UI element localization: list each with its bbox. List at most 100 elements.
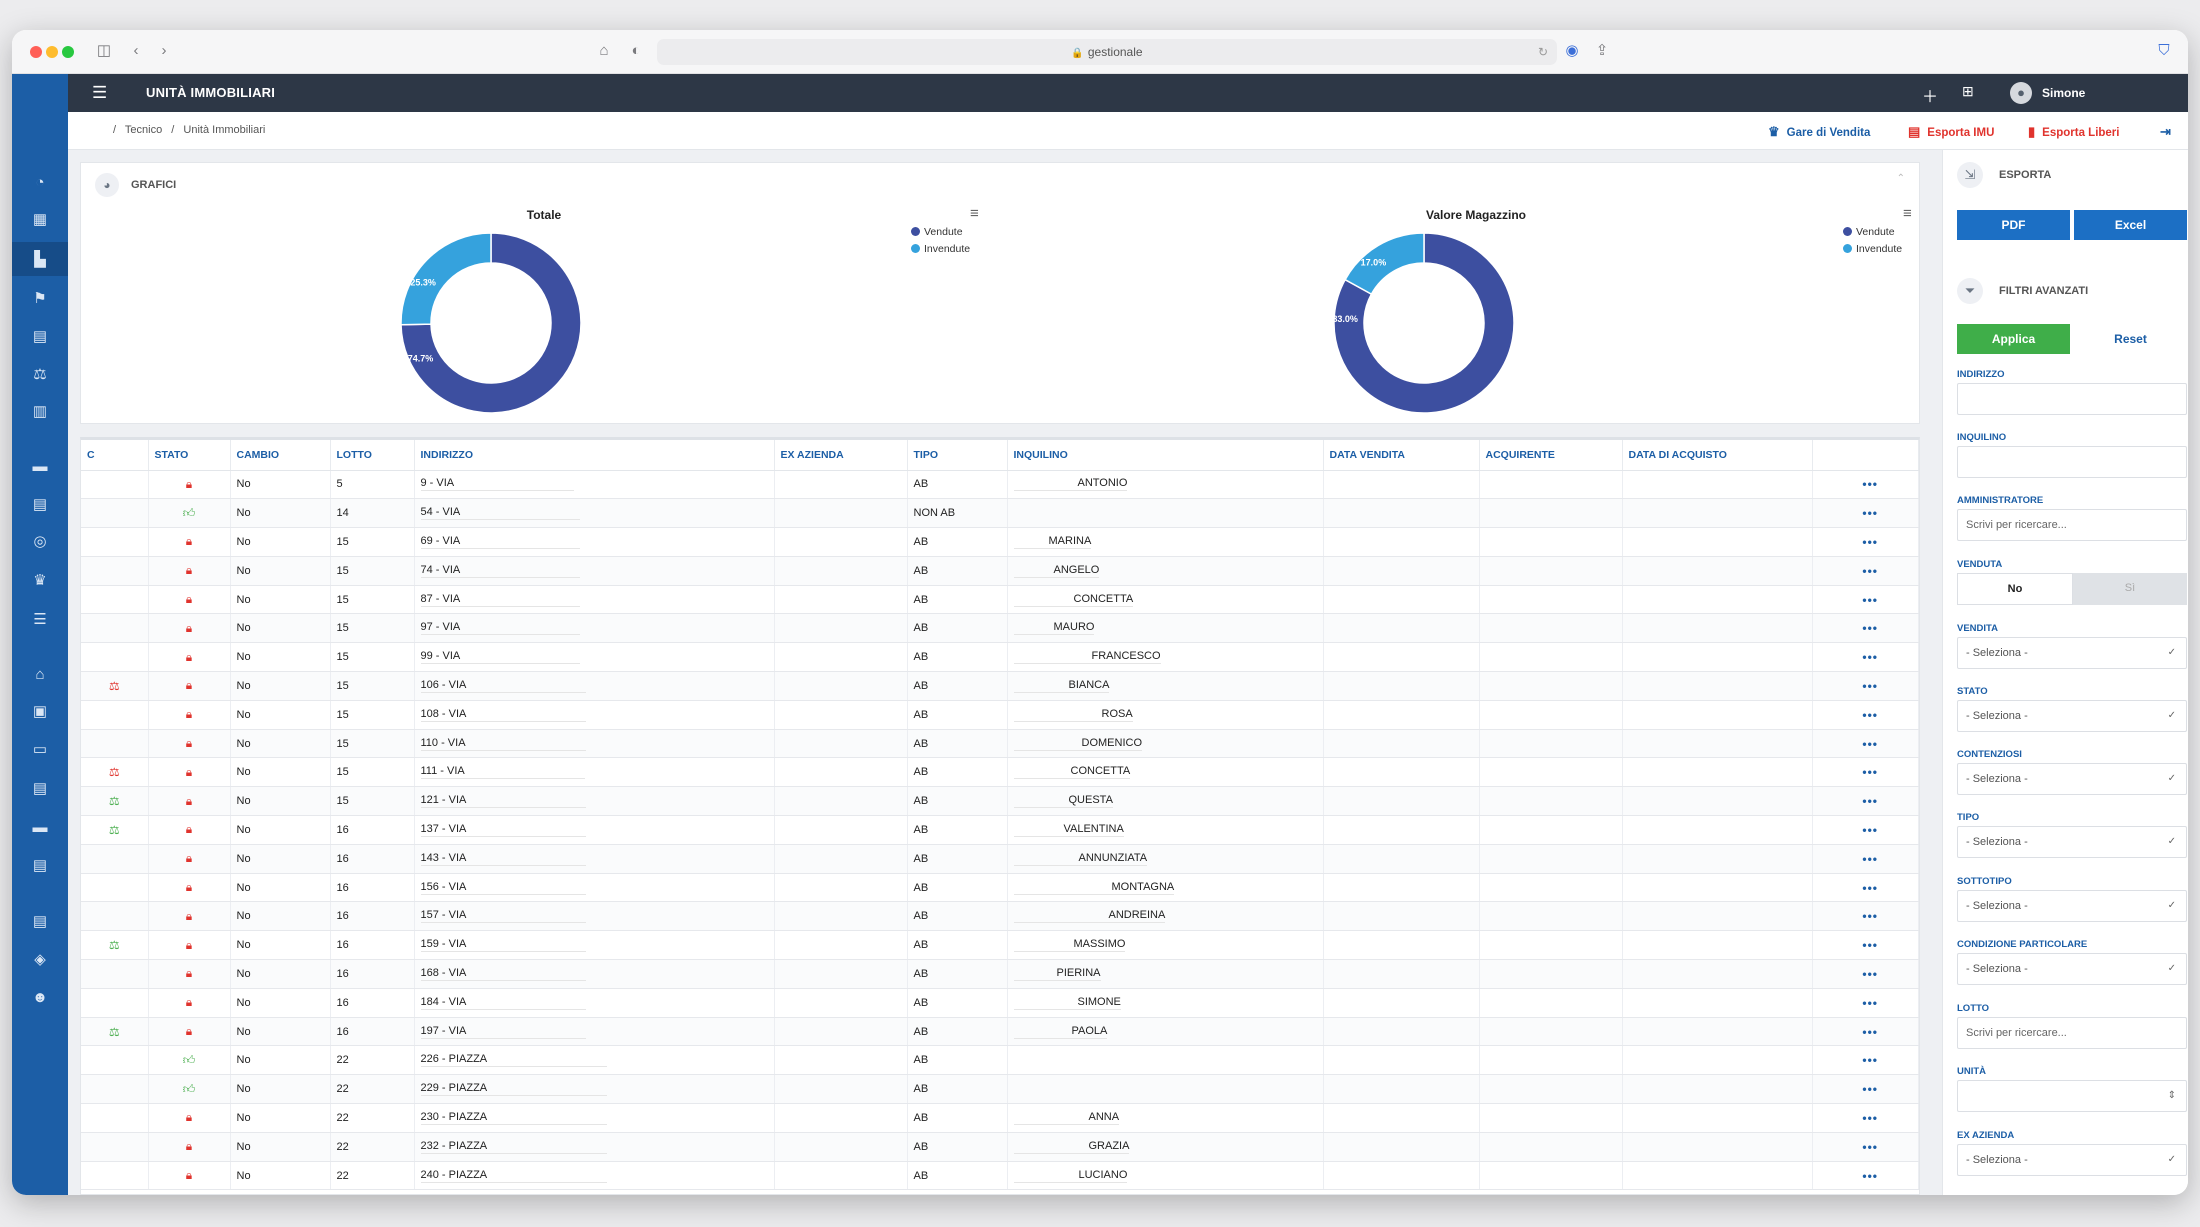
pie-slice-invendute[interactable] [1344,232,1425,296]
table-row[interactable]: ⚖ 🔒︎ No 16 137 - VIA AB VALENTINA ••• [81,815,1919,845]
more-icon[interactable]: ••• [1862,1168,1878,1183]
more-icon[interactable]: ••• [1862,736,1878,751]
more-icon[interactable]: ••• [1862,995,1878,1010]
table-row[interactable]: 🔒︎ No 16 157 - VIA AB ANDREINA ••• [81,901,1919,932]
column-header[interactable] [1812,440,1919,471]
column-header[interactable]: C [81,440,149,471]
row-actions[interactable]: ••• [1812,1017,1919,1047]
trophy-icon[interactable]: ♛ [33,572,47,589]
row-actions[interactable]: ••• [1812,901,1919,932]
report-icon[interactable]: ▤ [32,780,48,797]
chart-menu-icon[interactable]: ≡ [1903,205,1912,222]
breadcrumb-tecnico[interactable]: Tecnico [124,124,163,136]
applica-button[interactable]: Applica [1957,324,2070,354]
avatar[interactable]: ● [2010,82,2032,104]
table-row[interactable]: ⚖ 🔒︎ No 15 121 - VIA AB QUESTA ••• [81,786,1919,817]
row-actions[interactable]: ••• [1812,527,1919,557]
row-actions[interactable]: ••• [1812,1161,1919,1191]
column-header[interactable]: STATO [148,440,231,471]
pdf-button[interactable]: PDF [1957,210,2070,240]
gauge-icon[interactable]: ◎ [33,533,47,550]
sidebar-toggle-icon[interactable]: ◫ [96,42,112,59]
row-actions[interactable]: ••• [1812,757,1919,788]
table-row[interactable]: 🔒︎ No 5 9 - VIA AB ANTONIO ••• [81,470,1919,500]
row-actions[interactable]: ••• [1812,642,1919,673]
unita-input[interactable]: ⇕ [1957,1080,2187,1112]
flag-icon[interactable]: ⚑ [33,290,47,307]
lotto-input[interactable]: Scrivi per ricercare... [1957,1017,2187,1049]
excel-button[interactable]: Excel [2074,210,2187,240]
reset-button[interactable]: Reset [2114,332,2147,346]
minimize-window-button[interactable] [46,46,58,58]
calendar-icon[interactable]: ▦ [32,211,48,228]
row-actions[interactable]: ••• [1812,815,1919,845]
venduta-no-option[interactable]: No [1957,573,2073,605]
reload-icon[interactable]: ↻ [1537,45,1548,59]
user-name[interactable]: Simone [2042,86,2086,100]
collapse-icon[interactable]: ⌃ [1896,173,1905,184]
more-icon[interactable]: ••• [1862,1110,1878,1125]
table-row[interactable]: 👍︎ No 14 54 - VIA NON AB ••• [81,498,1919,529]
apps-icon[interactable]: ⊞ [1962,83,1974,99]
close-window-button[interactable] [30,46,42,58]
more-icon[interactable]: ••• [1862,822,1878,837]
stato-select[interactable]: - Seleziona - ✓ [1957,700,2187,732]
table-row[interactable]: ⚖ 🔒︎ No 15 106 - VIA AB BIANCA ••• [81,671,1919,701]
more-icon[interactable]: ••• [1862,1082,1878,1097]
table-row[interactable]: 👍︎ No 22 229 - PIAZZA AB ••• [81,1074,1919,1105]
more-icon[interactable]: ••• [1862,765,1878,780]
menu-icon[interactable]: ☰ [92,83,108,102]
more-icon[interactable]: ••• [1862,1139,1878,1154]
back-icon[interactable]: ‹ [133,42,139,59]
table-row[interactable]: ⚖ 🔒︎ No 15 111 - VIA AB CONCETTA ••• [81,757,1919,788]
password-manager-icon[interactable]: ◉ [1565,42,1579,59]
indirizzo-input[interactable] [1957,383,2187,415]
bank-icon[interactable]: ⌂ [35,665,45,683]
row-actions[interactable]: ••• [1812,786,1919,817]
table-row[interactable]: 🔒︎ No 15 74 - VIA AB ANGELO ••• [81,556,1919,586]
privacy-shield-icon[interactable]: ⛉ [2158,42,2170,59]
row-actions[interactable]: ••• [1812,930,1919,961]
venduta-si-option[interactable]: Sì [2073,573,2187,605]
file-icon[interactable]: ▤ [32,496,48,513]
pie-slice-invendute[interactable] [400,232,492,326]
legend-item[interactable]: Invendute [1843,240,1902,257]
legend-item[interactable]: Vendute [1843,223,1902,240]
row-actions[interactable]: ••• [1812,988,1919,1018]
column-header[interactable]: DATA DI ACQUISTO [1622,440,1813,471]
table-row[interactable]: 🔒︎ No 16 143 - VIA AB ANNUNZIATA ••• [81,844,1919,874]
more-icon[interactable]: ••• [1862,563,1878,578]
table-row[interactable]: 🔒︎ No 15 99 - VIA AB FRANCESCO ••• [81,642,1919,673]
more-icon[interactable]: ••• [1862,880,1878,895]
more-icon[interactable]: ••• [1862,506,1878,521]
legend-item[interactable]: Vendute [911,223,970,240]
row-actions[interactable]: ••• [1812,873,1919,903]
table-row[interactable]: 🔒︎ No 15 110 - VIA AB DOMENICO ••• [81,729,1919,759]
forward-icon[interactable]: › [161,42,167,59]
more-icon[interactable]: ••• [1862,938,1878,953]
id-card-icon[interactable]: ▭ [32,741,48,758]
row-actions[interactable]: ••• [1812,729,1919,759]
pie-slice-vendute[interactable] [1333,232,1515,414]
row-actions[interactable]: ••• [1812,1074,1919,1105]
tags-icon[interactable]: ◈ [34,951,46,968]
gare-vendita-link[interactable]: ♛ Gare di Vendita [1768,124,1870,140]
list-icon[interactable]: ☰ [33,611,47,628]
share-icon[interactable]: ⇪ [1595,42,1609,59]
archive-icon[interactable]: ▣ [32,703,48,720]
column-header[interactable]: TIPO [907,440,1008,471]
more-icon[interactable]: ••• [1862,650,1878,665]
table-row[interactable]: 🔒︎ No 22 232 - PIAZZA AB GRAZIA ••• [81,1132,1919,1162]
chart-menu-icon[interactable]: ≡ [970,205,979,222]
more-icon[interactable]: ••• [1862,794,1878,809]
table-row[interactable]: ⚖ 🔒︎ No 16 197 - VIA AB PAOLA ••• [81,1017,1919,1047]
table-row[interactable]: 🔒︎ No 15 87 - VIA AB CONCETTA ••• [81,585,1919,615]
amministratore-input[interactable]: Scrivi per ricercare... [1957,509,2187,541]
column-header[interactable]: ACQUIRENTE [1479,440,1623,471]
row-actions[interactable]: ••• [1812,1045,1919,1076]
table-row[interactable]: 🔒︎ No 16 156 - VIA AB MONTAGNA ••• [81,873,1919,903]
document-icon[interactable]: ▤ [32,328,48,345]
row-actions[interactable]: ••• [1812,498,1919,529]
table-row[interactable]: 🔒︎ No 22 240 - PIAZZA AB LUCIANO ••• [81,1161,1919,1191]
esporta-liberi-link[interactable]: ▮ Esporta Liberi [2028,124,2119,140]
